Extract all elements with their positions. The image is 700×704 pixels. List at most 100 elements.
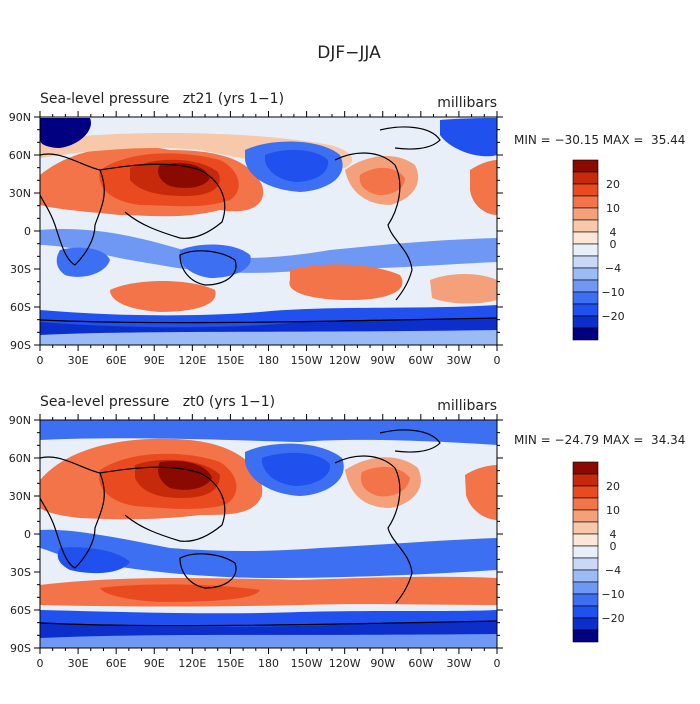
- anomaly-low-south-pacific-band: [40, 229, 497, 273]
- anomaly-low-npacific-core: [265, 149, 329, 182]
- y-tick-label: 30S: [10, 566, 31, 579]
- colorbar-label: 10: [606, 202, 620, 215]
- y-tick-label: 90N: [9, 111, 31, 124]
- panel-title: Sea-level pressure zt0 (yrs 1−1): [40, 394, 275, 410]
- anomaly-high-south-pacific: [289, 264, 403, 300]
- colorbar-swatch: [572, 605, 599, 619]
- colorbar-swatch: [572, 219, 599, 233]
- colorbar-label: −4: [605, 262, 621, 275]
- colorbar-swatch: [572, 183, 599, 197]
- anomaly-antarctic: [40, 330, 497, 345]
- colorbar-swatch: [572, 231, 599, 245]
- y-tick-label: 30N: [9, 490, 31, 503]
- x-tick-label: 30E: [68, 657, 89, 670]
- x-tick-label: 0: [494, 354, 501, 367]
- y-tick-label: 30S: [10, 263, 31, 276]
- colorbar-label: 10: [606, 504, 620, 517]
- colorbar-swatch: [572, 291, 599, 305]
- colorbar-swatch: [572, 473, 599, 487]
- y-tick-label: 90S: [10, 642, 31, 655]
- x-tick-label: 90W: [370, 354, 395, 367]
- colorbar: 20 10 40 −4 −10 −20: [572, 461, 625, 643]
- colorbar-label: 0: [610, 238, 617, 251]
- anomaly-low-arctic-west: [40, 118, 91, 148]
- colorbar-label: 20: [606, 178, 620, 191]
- anomaly-arctic-north: [40, 420, 497, 445]
- x-tick-label: 30W: [446, 657, 471, 670]
- colorbar: 20 10 40 −4 −10 −20: [572, 159, 625, 341]
- axis-ticks: 0 30E 60E 90E 120E 150E 180 150W 120W 90W 60W 30W 09…: [9, 414, 503, 670]
- colorbar-label: −20: [601, 310, 624, 323]
- colorbar-swatch: [572, 617, 599, 631]
- x-tick-label: 120E: [178, 354, 206, 367]
- colorbar-label: −20: [601, 612, 624, 625]
- colorbar-label: 20: [606, 480, 620, 493]
- colorbar-label: −10: [601, 286, 624, 299]
- colorbar-swatch: [572, 243, 599, 257]
- x-tick-label: 30E: [68, 354, 89, 367]
- colorbar-label: 4: [610, 226, 617, 239]
- x-tick-label: 150W: [291, 657, 323, 670]
- panel-title: Sea-level pressure zt21 (yrs 1−1): [40, 91, 284, 107]
- axis-ticks: 0 30E 60E 90E 120E 150E 180 150W 120W 90W 60W 30W 09…: [9, 111, 503, 367]
- colorbar-swatch: [572, 303, 599, 317]
- coastlines: [40, 429, 497, 627]
- anomaly-high-south-atlantic: [430, 274, 497, 304]
- colorbar-swatch: [572, 593, 599, 607]
- y-tick-label: 60N: [9, 452, 31, 465]
- y-tick-label: 60S: [10, 604, 31, 617]
- anomaly-low-indian-ocean: [40, 529, 497, 578]
- x-tick-label: 60W: [408, 657, 433, 670]
- x-tick-label: 120E: [178, 657, 206, 670]
- x-tick-label: 120W: [329, 354, 361, 367]
- panel-zt0: Sea-level pressure zt0 (yrs 1−1) milliba…: [9, 394, 686, 670]
- slp-field: [40, 420, 497, 648]
- x-tick-label: 0: [37, 354, 44, 367]
- units-label: millibars: [437, 398, 497, 414]
- y-tick-label: 60S: [10, 301, 31, 314]
- x-tick-label: 0: [37, 657, 44, 670]
- figure-title: DJF−JJA: [317, 43, 381, 63]
- anomaly-low-arctic-east: [440, 118, 497, 157]
- colorbar-swatch: [572, 255, 599, 269]
- anomaly-high-atlantic-east: [465, 465, 497, 520]
- colorbar-swatch: [572, 485, 599, 499]
- y-tick-label: 60N: [9, 149, 31, 162]
- y-tick-label: 30N: [9, 187, 31, 200]
- x-tick-label: 180: [258, 657, 279, 670]
- anomaly-high-namerica-core: [359, 167, 405, 196]
- x-tick-label: 90E: [144, 354, 165, 367]
- min-max-stats: MIN = −24.79 MAX = 34.34: [514, 433, 685, 447]
- x-tick-label: 0: [494, 657, 501, 670]
- colorbar-swatch: [572, 195, 599, 209]
- colorbar-swatch: [572, 461, 599, 475]
- x-tick-label: 120W: [329, 657, 361, 670]
- x-tick-label: 90E: [144, 657, 165, 670]
- x-tick-label: 150W: [291, 354, 323, 367]
- colorbar-swatch: [572, 533, 599, 547]
- coastlines: [40, 126, 497, 324]
- colorbar-label: 4: [610, 528, 617, 541]
- colorbar-swatch: [572, 327, 599, 341]
- units-label: millibars: [437, 95, 497, 111]
- y-tick-label: 0: [24, 528, 31, 541]
- x-tick-label: 60W: [408, 354, 433, 367]
- colorbar-label: −4: [605, 564, 621, 577]
- y-tick-label: 0: [24, 225, 31, 238]
- colorbar-swatch: [572, 521, 599, 535]
- x-tick-label: 60E: [106, 354, 127, 367]
- colorbar-swatch: [572, 315, 599, 329]
- anomaly-high-south-indian: [110, 281, 216, 312]
- colorbar-swatch: [572, 267, 599, 281]
- anomaly-low-south-pacific: [179, 244, 251, 278]
- colorbar-swatch: [572, 171, 599, 185]
- x-tick-label: 30W: [446, 354, 471, 367]
- colorbar-swatch: [572, 159, 599, 173]
- colorbar-swatch: [572, 629, 599, 643]
- colorbar-label: −10: [601, 588, 624, 601]
- colorbar-label: 0: [610, 540, 617, 553]
- colorbar-swatch: [572, 569, 599, 583]
- colorbar-swatch: [572, 557, 599, 571]
